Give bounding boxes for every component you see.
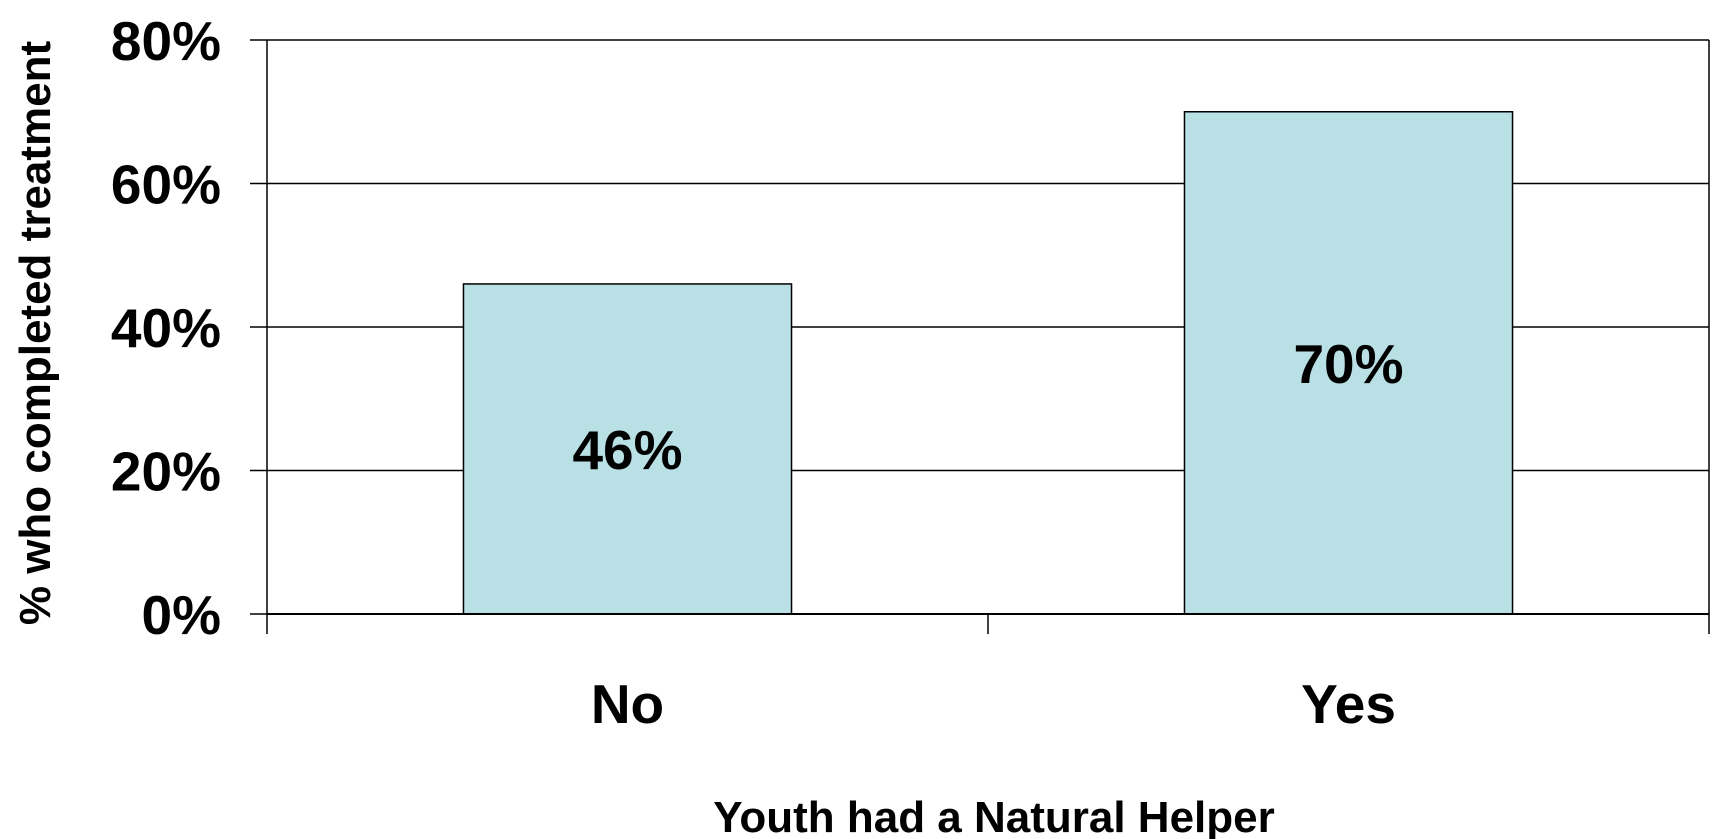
x-category-labels: No Yes bbox=[591, 673, 1396, 735]
bar-yes bbox=[1183, 111, 1514, 615]
y-tick-label-20: 20% bbox=[111, 441, 221, 503]
bars bbox=[462, 111, 1514, 615]
y-tick-label-80: 80% bbox=[111, 10, 221, 72]
data-labels: 46% 70% bbox=[572, 333, 1403, 481]
y-tick-label-60: 60% bbox=[111, 154, 221, 216]
data-label-yes: 70% bbox=[1293, 333, 1403, 395]
y-tick-label-40: 40% bbox=[111, 297, 221, 359]
y-tick-label-0: 0% bbox=[142, 584, 222, 646]
x-category-label-no: No bbox=[591, 673, 664, 735]
y-tick-labels: 0% 20% 40% 60% 80% bbox=[111, 10, 221, 646]
bar-no bbox=[462, 283, 793, 615]
axes bbox=[250, 39, 1710, 634]
x-axis-title: Youth had a Natural Helper bbox=[713, 793, 1275, 839]
y-axis-title: % who completed treatment bbox=[11, 40, 60, 625]
x-category-label-yes: Yes bbox=[1301, 673, 1396, 735]
data-label-no: 46% bbox=[572, 419, 682, 481]
